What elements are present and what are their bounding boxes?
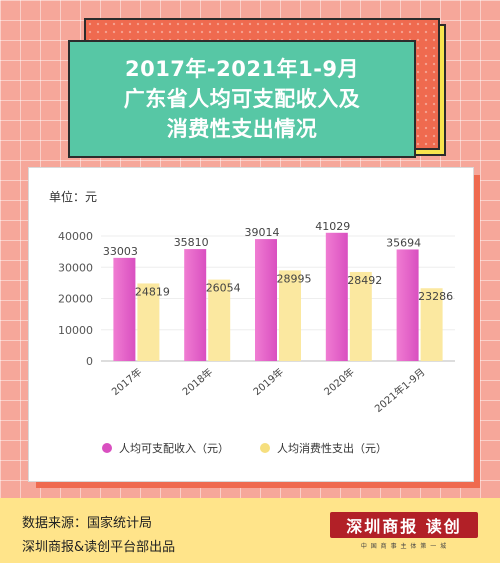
legend-label: 人均可支配收入（元） <box>119 441 229 455</box>
data-label: 35810 <box>174 236 209 249</box>
spending-bar <box>208 279 231 361</box>
data-source: 数据来源：国家统计局 <box>22 516 153 531</box>
chart-card: 单位：元 0 10000 20000 30000 40000 33003 24819 2017… <box>28 167 474 482</box>
spending-bar <box>137 283 160 361</box>
spending-bar <box>420 288 443 361</box>
data-label: 33003 <box>103 245 138 258</box>
income-bar <box>184 249 207 361</box>
spending-bar <box>349 271 372 361</box>
income-bar <box>396 249 419 361</box>
title-line-2: 广东省人均可支配收入及 <box>123 87 361 111</box>
x-tick-label: 2019年 <box>250 365 286 398</box>
y-tick-label: 10000 <box>58 324 93 337</box>
y-tick-label: 20000 <box>58 293 93 306</box>
data-label: 28492 <box>347 274 382 287</box>
producer-credit: 深圳商报&读创平台部出品 <box>22 540 176 555</box>
title-line-1: 2017年-2021年1-9月 <box>124 57 360 81</box>
data-label: 26054 <box>206 282 241 295</box>
title-box: 2017年-2021年1-9月 广东省人均可支配收入及 消费性支出情况 <box>68 40 416 158</box>
y-tick-label: 30000 <box>58 261 93 274</box>
data-label: 39014 <box>245 226 280 239</box>
y-tick-label: 40000 <box>58 230 93 243</box>
logo-tagline: 中 国 商 事 主 体 第 一 城 <box>360 543 448 550</box>
bar-chart: 0 10000 20000 30000 40000 33003 24819 2017年 3581… <box>58 220 455 455</box>
data-label: 24819 <box>135 285 170 298</box>
x-tick-label: 2017年 <box>109 365 145 398</box>
x-tick-label: 2020年 <box>321 365 357 398</box>
unit-label: 单位：元 <box>49 190 98 204</box>
income-bar <box>325 232 348 361</box>
data-label: 41029 <box>315 220 350 233</box>
x-tick-label: 2021年1-9月 <box>372 365 428 415</box>
publisher-logo: 深圳商报 读创 <box>330 512 478 538</box>
y-tick-label: 0 <box>86 355 93 368</box>
title-line-3: 消费性支出情况 <box>166 117 318 141</box>
data-label: 23286 <box>418 290 453 303</box>
legend-label: 人均消费性支出（元） <box>277 441 387 455</box>
legend-marker <box>102 443 112 453</box>
legend-marker <box>260 443 270 453</box>
x-tick-label: 2018年 <box>180 365 216 398</box>
spending-bar <box>279 270 301 361</box>
logo-text: 深圳商报 读创 <box>346 517 462 536</box>
income-bar <box>255 239 277 361</box>
footer: 数据来源：国家统计局 深圳商报&读创平台部出品 深圳商报 读创 中 国 商 事 … <box>0 498 500 563</box>
data-label: 35694 <box>386 236 421 249</box>
data-label: 28995 <box>277 272 312 285</box>
income-bar <box>113 257 136 361</box>
